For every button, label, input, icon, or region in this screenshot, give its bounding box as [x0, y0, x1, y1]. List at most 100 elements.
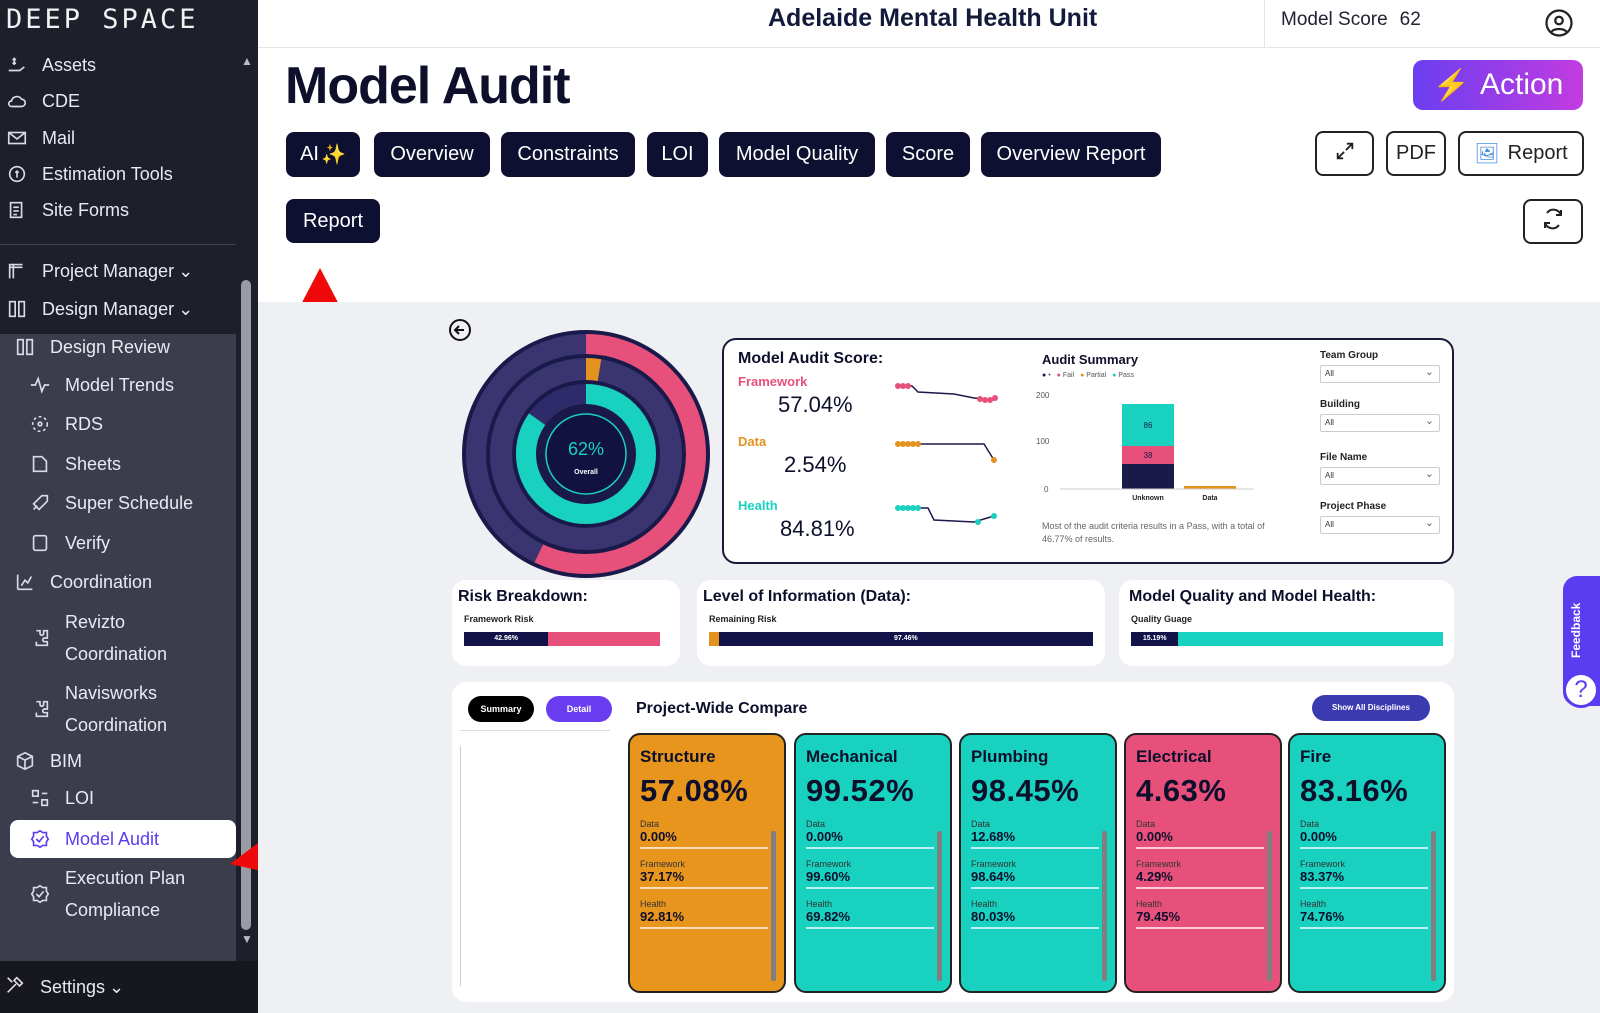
card-scrollbar[interactable]	[771, 831, 776, 981]
sidebar-item-sheets[interactable]: Sheets	[27, 451, 121, 477]
model-score-value: 62	[1399, 9, 1421, 30]
tab-score[interactable]: Score	[886, 132, 970, 177]
sidebar-item-model-audit[interactable]: Model Audit	[10, 820, 236, 858]
scroll-up-icon[interactable]: ▲	[241, 54, 253, 68]
row-label: Data	[640, 819, 660, 829]
sidebar-item-coordination[interactable]: Coordination	[12, 569, 152, 595]
sidebar-item-label: Navisworks	[65, 683, 158, 703]
card-scrollbar[interactable]	[937, 831, 942, 981]
pdf-button[interactable]: PDF	[1386, 131, 1446, 176]
tab-overview-report[interactable]: Overview Report	[981, 132, 1161, 177]
sidebar-item-mail[interactable]: Mail	[4, 125, 75, 151]
user-account-icon[interactable]	[1544, 8, 1574, 43]
discipline-name: Fire	[1300, 747, 1332, 766]
discipline-row: Data 0.00%	[1300, 819, 1428, 849]
tools-icon	[4, 974, 30, 1001]
risk-bar: 42.96%	[464, 632, 660, 646]
discipline-card[interactable]: Fire 83.16% Data 0.00% Framework 83.37% Health…	[1288, 733, 1446, 993]
framework-ring	[466, 334, 706, 574]
project-compare-panel: Summary Detail Project-Wide Compare Show…	[452, 682, 1454, 1002]
sidebar-item-label: Design Manager	[42, 298, 175, 319]
ruler-icon	[4, 296, 30, 322]
card-scrollbar[interactable]	[1102, 831, 1107, 981]
back-arrow-icon[interactable]	[448, 318, 472, 347]
discipline-card[interactable]: Plumbing 98.45% Data 12.68% Framework 98.64% H…	[959, 733, 1117, 993]
chevron-down-icon: ⌄	[178, 260, 194, 281]
sidebar-item-assets[interactable]: Assets	[4, 52, 96, 78]
sidebar-item-bim[interactable]: BIM	[12, 748, 82, 774]
help-button[interactable]: ?	[1563, 672, 1599, 708]
sidebar-item-label: Compliance	[65, 900, 161, 920]
scroll-down-icon[interactable]: ▼	[241, 932, 253, 946]
sidebar-item-label: Mail	[42, 127, 76, 148]
project-phase-label: Project Phase	[1320, 501, 1387, 512]
legend-label: Partial	[1086, 372, 1107, 379]
sidebar-item-site-forms[interactable]: Site Forms	[4, 197, 129, 223]
report-tab-button[interactable]: Report	[286, 199, 380, 243]
tab-label: AI	[300, 143, 319, 165]
refresh-icon	[1541, 207, 1565, 237]
file-name-select[interactable]: All	[1320, 467, 1440, 485]
sidebar-item-rds[interactable]: RDS	[27, 411, 103, 437]
data-sparkline	[896, 443, 995, 461]
sidebar-item-design-manager[interactable]: Design Manager ⌄	[4, 296, 193, 322]
sidebar-item-label: Super Schedule	[65, 492, 194, 513]
audit-summary-note: Most of the audit criteria results in a …	[1042, 521, 1265, 544]
compare-title: Project-Wide Compare	[636, 700, 808, 717]
discipline-card[interactable]: Structure 57.08% Data 0.00% Framework 37.17% H…	[628, 733, 786, 993]
row-label: Framework	[971, 859, 1017, 869]
tab-model-quality[interactable]: Model Quality	[719, 132, 875, 177]
mail-icon	[4, 125, 30, 151]
sidebar-item-label: Coordination	[65, 715, 168, 735]
sidebar-item-model-trends[interactable]: Model Trends	[27, 372, 174, 398]
discipline-card[interactable]: Mechanical 99.52% Data 0.00% Framework 99.60%…	[794, 733, 952, 993]
mq-title: Model Quality and Model Health:	[1129, 588, 1377, 605]
tab-ai[interactable]: AI ✨	[286, 132, 360, 177]
show-all-disciplines-button[interactable]: Show All Disciplines	[1312, 695, 1430, 721]
file-name-label: File Name	[1320, 452, 1368, 463]
sidebar-item-estimation-tools[interactable]: Estimation Tools	[4, 161, 173, 187]
puzzle-icon	[27, 625, 53, 651]
discipline-card[interactable]: Electrical 4.63% Data 0.00% Framework 4.29% He…	[1124, 733, 1282, 993]
building-select[interactable]: All	[1320, 414, 1440, 432]
team-group-select[interactable]: All	[1320, 365, 1440, 383]
refresh-button[interactable]	[1523, 199, 1583, 244]
expand-button[interactable]	[1315, 131, 1374, 176]
report-button[interactable]: 🖼 Report	[1458, 131, 1584, 176]
discipline-pct: 57.08%	[640, 773, 749, 808]
card-scrollbar[interactable]	[1431, 831, 1436, 981]
detail-toggle[interactable]: Detail	[546, 696, 612, 722]
sidebar-item-label: Project Manager	[42, 260, 175, 281]
summary-toggle[interactable]: Summary	[468, 696, 534, 722]
sidebar-item-revizto-coordination[interactable]: Revizto Coordination	[27, 606, 167, 670]
health-value: 92.81%	[640, 909, 685, 924]
expand-icon	[1334, 140, 1356, 168]
sidebar-item-verify[interactable]: Verify	[27, 530, 110, 556]
sidebar-item-super-schedule[interactable]: Super Schedule	[27, 490, 193, 516]
tab-overview[interactable]: Overview	[374, 132, 490, 177]
project-phase-select[interactable]: All	[1320, 516, 1440, 534]
tab-loi[interactable]: LOI	[647, 132, 708, 177]
sidebar-item-execution-plan-compliance[interactable]: Execution Plan Compliance	[27, 862, 185, 926]
sidebar-item-label: LOI	[65, 787, 95, 808]
sidebar-item-navisworks-coordination[interactable]: Navisworks Coordination	[27, 677, 167, 741]
sidebar-item-design-review[interactable]: Design Review	[12, 334, 170, 360]
sidebar-item-label: Assets	[42, 54, 97, 75]
sidebar-scrollbar[interactable]	[241, 280, 251, 930]
risk-title: Risk Breakdown:	[458, 588, 588, 605]
discipline-name: Mechanical	[806, 747, 898, 766]
sidebar-item-cde[interactable]: CDE	[4, 88, 80, 114]
sidebar-item-settings[interactable]: Settings ⌄	[0, 961, 258, 1013]
sidebar-item-project-manager[interactable]: Project Manager ⌄	[4, 258, 193, 284]
sidebar-item-loi[interactable]: LOI	[27, 785, 94, 811]
bookmark-icon	[27, 530, 53, 556]
action-button[interactable]: ⚡ Action	[1413, 60, 1583, 110]
building-label: Building	[1320, 399, 1360, 410]
risk-sub: Framework Risk	[464, 614, 534, 624]
card-scrollbar[interactable]	[1267, 831, 1272, 981]
tab-constraints[interactable]: Constraints	[501, 132, 635, 177]
health-value: 74.76%	[1300, 909, 1345, 924]
rocket-icon	[27, 490, 53, 516]
data-ring	[490, 358, 682, 550]
pulse-icon	[27, 372, 53, 398]
